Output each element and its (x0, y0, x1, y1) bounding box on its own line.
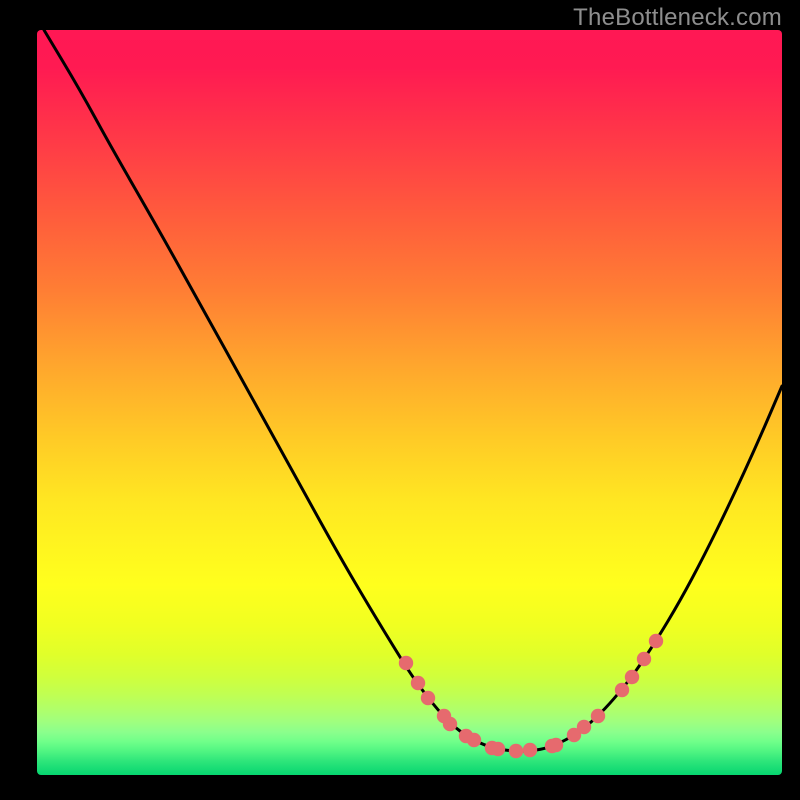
curve-marker (523, 743, 537, 757)
watermark-text: TheBottleneck.com (573, 4, 782, 32)
curve-marker (625, 670, 639, 684)
curve-marker (549, 738, 563, 752)
chart-root: TheBottleneck.com (0, 0, 800, 800)
curve-marker (615, 683, 629, 697)
curve-marker (421, 691, 435, 705)
curve-marker (649, 634, 663, 648)
curve-marker (467, 733, 481, 747)
curve-marker (577, 720, 591, 734)
bottleneck-chart (0, 0, 800, 800)
curve-marker (399, 656, 413, 670)
curve-marker (443, 717, 457, 731)
curve-marker (491, 742, 505, 756)
curve-marker (509, 744, 523, 758)
curve-marker (591, 709, 605, 723)
curve-marker (637, 652, 651, 666)
curve-marker (411, 676, 425, 690)
